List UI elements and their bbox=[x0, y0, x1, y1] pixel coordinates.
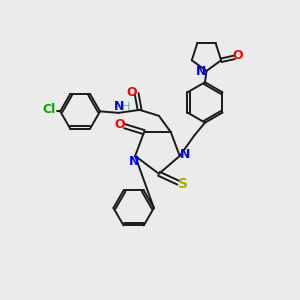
Text: O: O bbox=[114, 118, 125, 131]
Text: H: H bbox=[122, 102, 131, 112]
Text: S: S bbox=[178, 177, 188, 191]
Text: N: N bbox=[128, 155, 139, 168]
Text: Cl: Cl bbox=[42, 103, 56, 116]
Text: N: N bbox=[180, 148, 190, 161]
Text: O: O bbox=[126, 85, 136, 98]
Text: N: N bbox=[196, 65, 206, 78]
Text: N: N bbox=[114, 100, 124, 113]
Text: O: O bbox=[233, 49, 243, 62]
